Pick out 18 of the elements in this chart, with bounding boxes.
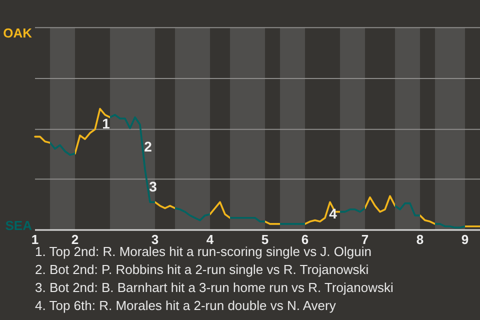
text: 4. Top 6th: R. Morales hit a 2-run double vs N. Avery	[35, 298, 336, 313]
text: 1. Top 2nd: R. Morales hit a run-scoring single vs J. Olguin	[35, 244, 372, 259]
text: 3. Bot 2nd: B. Barnhart hit a 3-run home run vs R. Trojanowski	[35, 280, 394, 295]
text: 2. Bot 2nd: P. Robbins hit a 2-run single vs R. Trojanowski	[35, 262, 369, 277]
annotation: 3	[149, 178, 158, 195]
x-tick-label: 2	[71, 232, 79, 247]
x-tick-label: 7	[361, 232, 369, 247]
x-tick-label: 8	[416, 232, 424, 247]
x-tick-label: 9	[461, 232, 469, 247]
annotation: 1	[102, 116, 110, 132]
annotation: 2	[144, 138, 152, 155]
x-tick-label: 3	[151, 232, 159, 247]
x-tick-label: 6	[301, 232, 309, 247]
x-tick-label: 4	[206, 232, 214, 247]
text: OAK	[3, 26, 33, 41]
annotation: 4	[329, 206, 338, 222]
x-tick-label: 1	[31, 232, 39, 247]
x-tick-label: 5	[261, 232, 269, 247]
